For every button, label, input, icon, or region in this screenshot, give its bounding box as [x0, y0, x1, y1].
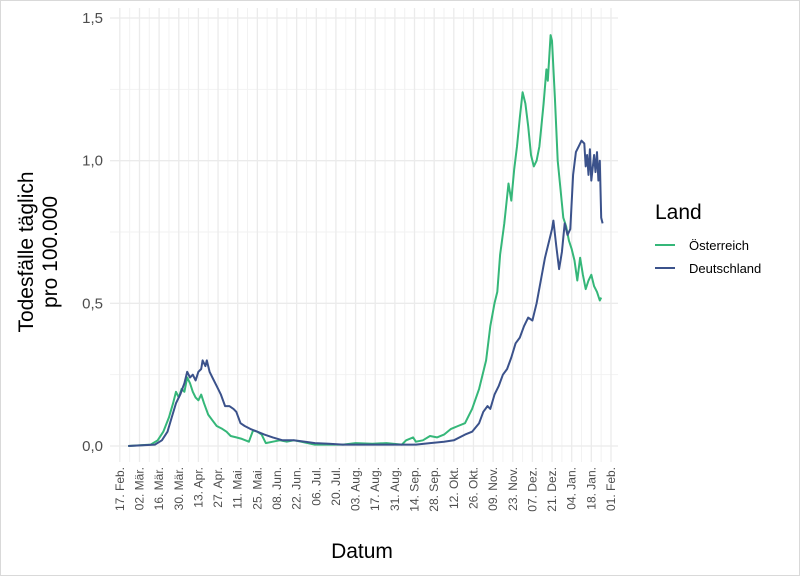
- x-tick-label: 21. Dez.: [545, 467, 559, 512]
- x-tick-label: 28. Sep.: [427, 467, 441, 512]
- y-tick-label: 0,5: [82, 295, 103, 312]
- series-lines: [128, 34, 604, 447]
- x-tick-label: 13. Apr.: [191, 467, 205, 508]
- x-tick-label: 12. Okt.: [447, 467, 461, 509]
- x-tick-label: 27. Apr.: [211, 467, 225, 508]
- x-tick-label: 26. Okt.: [466, 467, 480, 509]
- y-axis-ticks: 0,0 0,5 1,0 1,5: [82, 10, 103, 455]
- y-axis-title-line2: pro 100.000: [39, 196, 62, 308]
- legend: Land Österreich Deutschland: [655, 201, 761, 276]
- x-tick-label: 20. Jul.: [329, 467, 343, 506]
- grid: [110, 8, 618, 462]
- y-axis-title-line1: Todesfälle täglich: [15, 171, 38, 332]
- x-tick-label: 18. Jan.: [584, 467, 598, 510]
- x-tick-label: 11. Mai.: [231, 467, 245, 509]
- y-tick-label: 0,0: [82, 438, 103, 455]
- x-tick-label: 23. Nov.: [506, 467, 520, 511]
- x-tick-label: 17. Feb.: [113, 467, 127, 511]
- x-tick-label: 02. Mär.: [132, 467, 146, 510]
- x-tick-label: 22. Jun.: [290, 467, 304, 510]
- x-tick-label: 07. Dez.: [525, 467, 539, 512]
- x-tick-label: 17. Aug.: [368, 467, 382, 511]
- y-tick-label: 1,5: [82, 10, 103, 27]
- x-tick-label: 06. Jul.: [309, 467, 323, 506]
- series-line-deutschland: [128, 139, 604, 447]
- x-tick-label: 14. Sep.: [408, 467, 422, 512]
- legend-title: Land: [655, 201, 702, 224]
- x-tick-label: 08. Jun.: [270, 467, 284, 510]
- legend-label-deutschland: Deutschland: [689, 261, 761, 276]
- series-line-oesterreich: [128, 34, 603, 447]
- x-tick-label: 01. Feb.: [604, 467, 618, 511]
- x-tick-label: 03. Aug.: [349, 467, 363, 511]
- legend-label-oesterreich: Österreich: [689, 238, 749, 253]
- x-axis-ticks: 17. Feb. 02. Mär. 16. Mär. 30. Mär. 13. Apr.…: [113, 467, 618, 512]
- x-tick-label: 31. Aug.: [388, 467, 402, 511]
- y-tick-label: 1,0: [82, 153, 103, 170]
- x-axis-title: Datum: [331, 540, 393, 563]
- x-tick-label: 30. Mär.: [172, 467, 186, 510]
- x-tick-label: 04. Jan.: [565, 467, 579, 510]
- x-tick-label: 09. Nov.: [486, 467, 500, 511]
- x-tick-label: 16. Mär.: [152, 467, 166, 510]
- x-tick-label: 25. Mai.: [250, 467, 264, 510]
